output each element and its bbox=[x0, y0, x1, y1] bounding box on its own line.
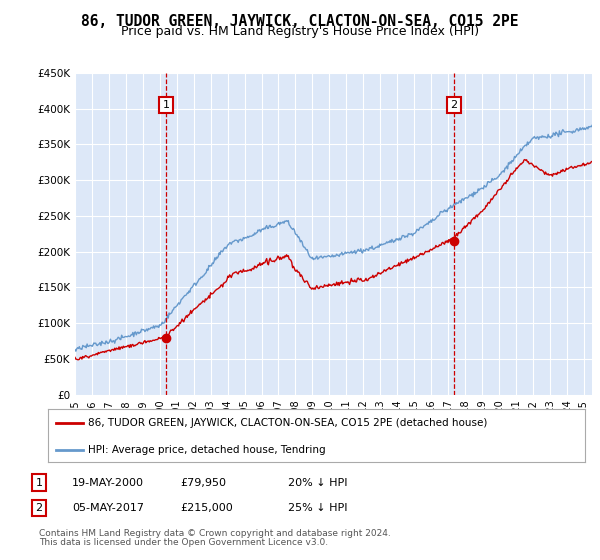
Text: 25% ↓ HPI: 25% ↓ HPI bbox=[288, 503, 347, 513]
Text: Price paid vs. HM Land Registry's House Price Index (HPI): Price paid vs. HM Land Registry's House … bbox=[121, 25, 479, 38]
Text: £215,000: £215,000 bbox=[180, 503, 233, 513]
Text: Contains HM Land Registry data © Crown copyright and database right 2024.: Contains HM Land Registry data © Crown c… bbox=[39, 529, 391, 538]
Text: 86, TUDOR GREEN, JAYWICK, CLACTON-ON-SEA, CO15 2PE (detached house): 86, TUDOR GREEN, JAYWICK, CLACTON-ON-SEA… bbox=[88, 418, 488, 428]
Text: HPI: Average price, detached house, Tendring: HPI: Average price, detached house, Tend… bbox=[88, 445, 326, 455]
Text: 05-MAY-2017: 05-MAY-2017 bbox=[72, 503, 144, 513]
Text: 19-MAY-2000: 19-MAY-2000 bbox=[72, 478, 144, 488]
Text: 1: 1 bbox=[35, 478, 43, 488]
Text: 20% ↓ HPI: 20% ↓ HPI bbox=[288, 478, 347, 488]
Text: 2: 2 bbox=[35, 503, 43, 513]
Text: 1: 1 bbox=[163, 100, 170, 110]
Text: 86, TUDOR GREEN, JAYWICK, CLACTON-ON-SEA, CO15 2PE: 86, TUDOR GREEN, JAYWICK, CLACTON-ON-SEA… bbox=[81, 14, 519, 29]
Text: £79,950: £79,950 bbox=[180, 478, 226, 488]
Text: 2: 2 bbox=[451, 100, 458, 110]
Text: This data is licensed under the Open Government Licence v3.0.: This data is licensed under the Open Gov… bbox=[39, 538, 328, 547]
